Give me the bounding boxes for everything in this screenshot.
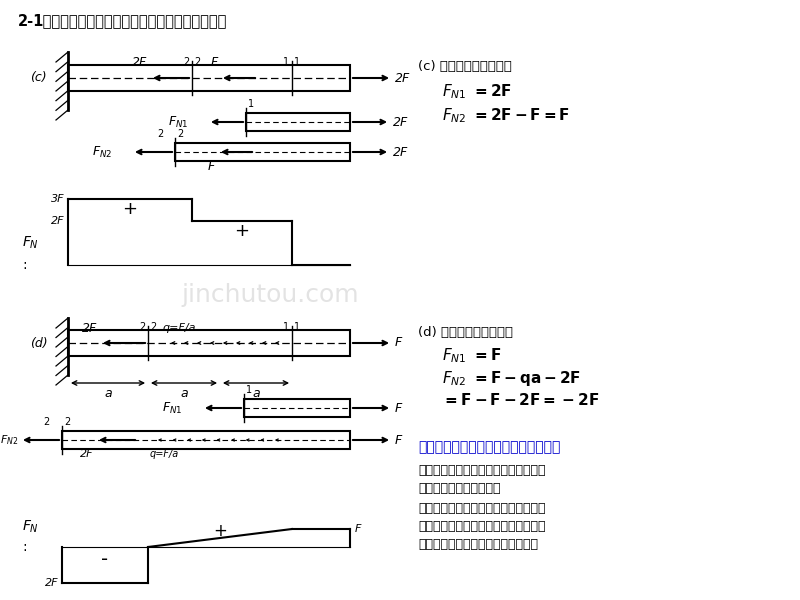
Text: 在分布载荷作用处轴力图斜率的值等于: 在分布载荷作用处轴力图斜率的值等于: [418, 503, 546, 515]
Text: :: :: [22, 258, 26, 272]
Text: jinchutou.com: jinchutou.com: [181, 283, 359, 307]
Text: +: +: [213, 522, 227, 540]
Text: 1: 1: [283, 57, 289, 67]
Text: -: -: [102, 550, 109, 569]
Text: 2F: 2F: [50, 216, 64, 226]
Text: F: F: [395, 433, 402, 446]
Text: 2F: 2F: [79, 449, 93, 459]
Text: $F_{N2}$: $F_{N2}$: [0, 433, 18, 447]
Text: 1: 1: [246, 385, 252, 395]
Text: 2F: 2F: [395, 71, 410, 85]
Text: F: F: [210, 56, 218, 70]
Text: $\mathbf{= F-F -2F = -2F}$: $\mathbf{= F-F -2F = -2F}$: [442, 392, 599, 408]
Text: 载荷的起点和终点处为轴力图折点。: 载荷的起点和终点处为轴力图折点。: [418, 539, 538, 551]
Text: $\mathit{F_{N2}}$ $\mathbf{= 2F-F = F}$: $\mathit{F_{N2}}$ $\mathbf{= 2F-F = F}$: [442, 107, 570, 125]
Text: 轴力图在集中载荷作用处有突变，突变: 轴力图在集中载荷作用处有突变，突变: [418, 463, 546, 476]
Text: 1: 1: [294, 57, 300, 67]
Text: a: a: [104, 387, 112, 400]
Text: (c) 如图取隔离体，有：: (c) 如图取隔离体，有：: [418, 61, 512, 73]
Text: (d) 如图取隔离体，有：: (d) 如图取隔离体，有：: [418, 325, 513, 338]
Bar: [68, 330, 350, 356]
Text: 2-1: 2-1: [18, 14, 44, 29]
Text: q=F/a: q=F/a: [150, 449, 179, 459]
Text: 可由受力与轴力图的特点，检查内力图: 可由受力与轴力图的特点，检查内力图: [418, 440, 560, 454]
Text: $F_{N1}$: $F_{N1}$: [168, 115, 189, 130]
Text: +: +: [234, 222, 250, 240]
Text: 1: 1: [294, 322, 300, 332]
Text: 值与集中力的大小相等；: 值与集中力的大小相等；: [418, 481, 501, 494]
Bar: [175, 143, 350, 161]
Bar: [62, 431, 350, 449]
Text: 2F: 2F: [393, 115, 408, 128]
Text: $F_N$: $F_N$: [22, 519, 39, 535]
Text: 2F: 2F: [132, 56, 147, 70]
Text: F: F: [395, 337, 402, 349]
Text: 2: 2: [157, 129, 163, 139]
Text: 2: 2: [64, 417, 70, 427]
Text: $\mathit{F_{N1}}$ $\mathbf{= F}$: $\mathit{F_{N1}}$ $\mathbf{= F}$: [442, 347, 501, 365]
Text: $F_N$: $F_N$: [22, 235, 39, 251]
Text: 2: 2: [194, 57, 200, 67]
Text: :: :: [22, 540, 26, 554]
Text: 2: 2: [177, 129, 183, 139]
Text: F: F: [208, 160, 215, 173]
Text: 2F: 2F: [82, 322, 97, 335]
Text: 2: 2: [138, 322, 145, 332]
Text: 该处分布载荷的分布集度大小，则分布: 该处分布载荷的分布集度大小，则分布: [418, 520, 546, 533]
Text: $F_{N2}$: $F_{N2}$: [92, 145, 112, 160]
Bar: [246, 113, 350, 131]
Text: F: F: [355, 524, 362, 534]
Text: (d): (d): [30, 337, 48, 349]
Text: $\mathit{F_{N1}}$ $\mathbf{= 2F}$: $\mathit{F_{N1}}$ $\mathbf{= 2F}$: [442, 83, 512, 101]
Text: $\mathit{F_{N2}}$ $\mathbf{= F-qa -2F}$: $\mathit{F_{N2}}$ $\mathbf{= F-qa -2F}$: [442, 368, 581, 388]
Text: +: +: [122, 200, 138, 218]
Text: (c): (c): [30, 71, 46, 85]
Text: 3F: 3F: [50, 194, 64, 204]
Bar: [244, 399, 350, 417]
Text: 1: 1: [248, 99, 254, 109]
Text: 2F: 2F: [393, 145, 408, 158]
Text: F: F: [395, 401, 402, 415]
Text: 2: 2: [44, 417, 50, 427]
Text: 2: 2: [150, 322, 156, 332]
Text: 画以下各杆的轴力图，并求指定截面上的内力。: 画以下各杆的轴力图，并求指定截面上的内力。: [38, 14, 226, 29]
Text: $F_{N1}$: $F_{N1}$: [162, 400, 182, 416]
Bar: [68, 65, 350, 91]
Text: 1: 1: [283, 322, 289, 332]
Text: a: a: [180, 387, 188, 400]
Text: 2F: 2F: [45, 578, 58, 588]
Text: 2: 2: [182, 57, 189, 67]
Text: q=F/a: q=F/a: [162, 323, 195, 333]
Text: a: a: [252, 387, 260, 400]
